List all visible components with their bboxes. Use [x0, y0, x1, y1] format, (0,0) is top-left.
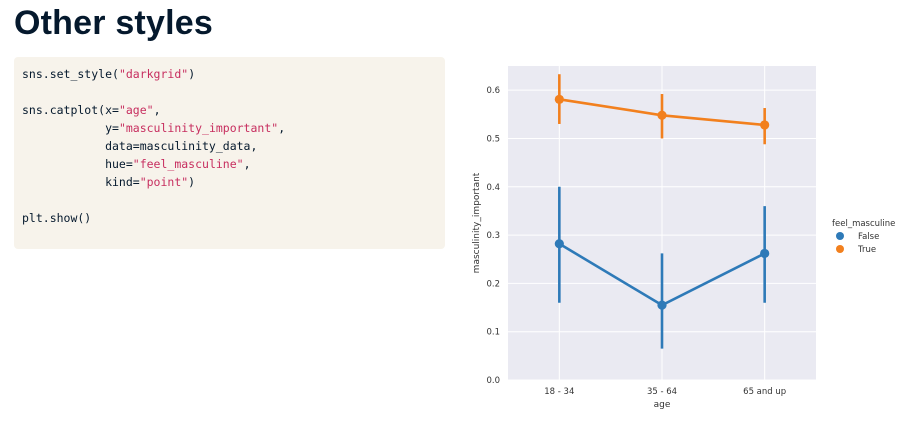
code-token: kind=: [22, 175, 140, 189]
code-line: y="masculinity_important",: [22, 119, 437, 137]
code-line: kind="point"): [22, 173, 437, 191]
data-point: [657, 110, 667, 120]
code-line: [22, 83, 437, 101]
code-token: hue=: [22, 157, 133, 171]
legend-marker: [836, 245, 844, 253]
code-token: ): [188, 175, 196, 189]
legend-label: False: [858, 232, 879, 242]
chart: 0.0 0.1 0.2 0.3 0.4 0.5 0.6 18 - 34 35 - 64 65 an…: [470, 58, 901, 420]
data-point: [760, 120, 770, 130]
y-tick-label: 0.2: [486, 279, 500, 289]
data-point: [760, 248, 770, 259]
slide-title: Other styles: [14, 4, 213, 42]
x-tick-label: 65 and up: [743, 387, 786, 397]
code-line: data=masculinity_data,: [22, 137, 437, 155]
y-tick-label: 0.6: [486, 86, 500, 96]
code-text: sns.set_style("darkgrid") sns.catplot(x=…: [22, 65, 437, 227]
y-tick-label: 0.3: [486, 231, 500, 241]
code-string: "feel_masculine": [132, 157, 244, 171]
code-string: "darkgrid": [118, 67, 189, 81]
code-line: sns.catplot(x="age",: [22, 101, 437, 119]
code-token: ,: [153, 103, 161, 117]
x-tick-label: 18 - 34: [544, 387, 574, 397]
code-block: sns.set_style("darkgrid") sns.catplot(x=…: [14, 57, 445, 249]
x-axis-label: age: [654, 400, 671, 410]
code-line: [22, 191, 437, 209]
code-string: "age": [118, 103, 154, 117]
y-tick-label: 0.4: [486, 183, 500, 193]
code-string: "point": [139, 175, 189, 189]
data-point: [657, 300, 667, 310]
y-axis-label: masculinity_important: [472, 172, 482, 273]
code-string: "masculinity_important": [118, 121, 279, 135]
legend-label: True: [857, 245, 876, 255]
y-tick-label: 0.0: [486, 376, 500, 386]
y-tick-label: 0.5: [486, 134, 500, 144]
code-token: y=: [22, 121, 119, 135]
code-token: sns.catplot(x=: [22, 103, 119, 117]
code-token: ,: [278, 121, 286, 135]
y-tick-label: 0.1: [486, 328, 500, 338]
legend-title: feel_masculine: [832, 219, 895, 229]
code-token: plt.show(): [22, 211, 92, 225]
x-tick-label: 35 - 64: [647, 387, 677, 397]
code-token: data=masculinity_data,: [22, 139, 258, 153]
code-line: hue="feel_masculine",: [22, 155, 437, 173]
code-token: ,: [243, 157, 251, 171]
legend-marker: [836, 232, 844, 240]
point-plot: 0.0 0.1 0.2 0.3 0.4 0.5 0.6 18 - 34 35 - 64 65 an…: [472, 66, 895, 410]
code-token: sns.set_style(: [22, 67, 119, 81]
data-point: [554, 94, 564, 104]
code-token: ): [188, 67, 196, 81]
code-line: sns.set_style("darkgrid"): [22, 65, 437, 83]
data-point: [554, 239, 564, 249]
code-line: plt.show(): [22, 209, 437, 227]
